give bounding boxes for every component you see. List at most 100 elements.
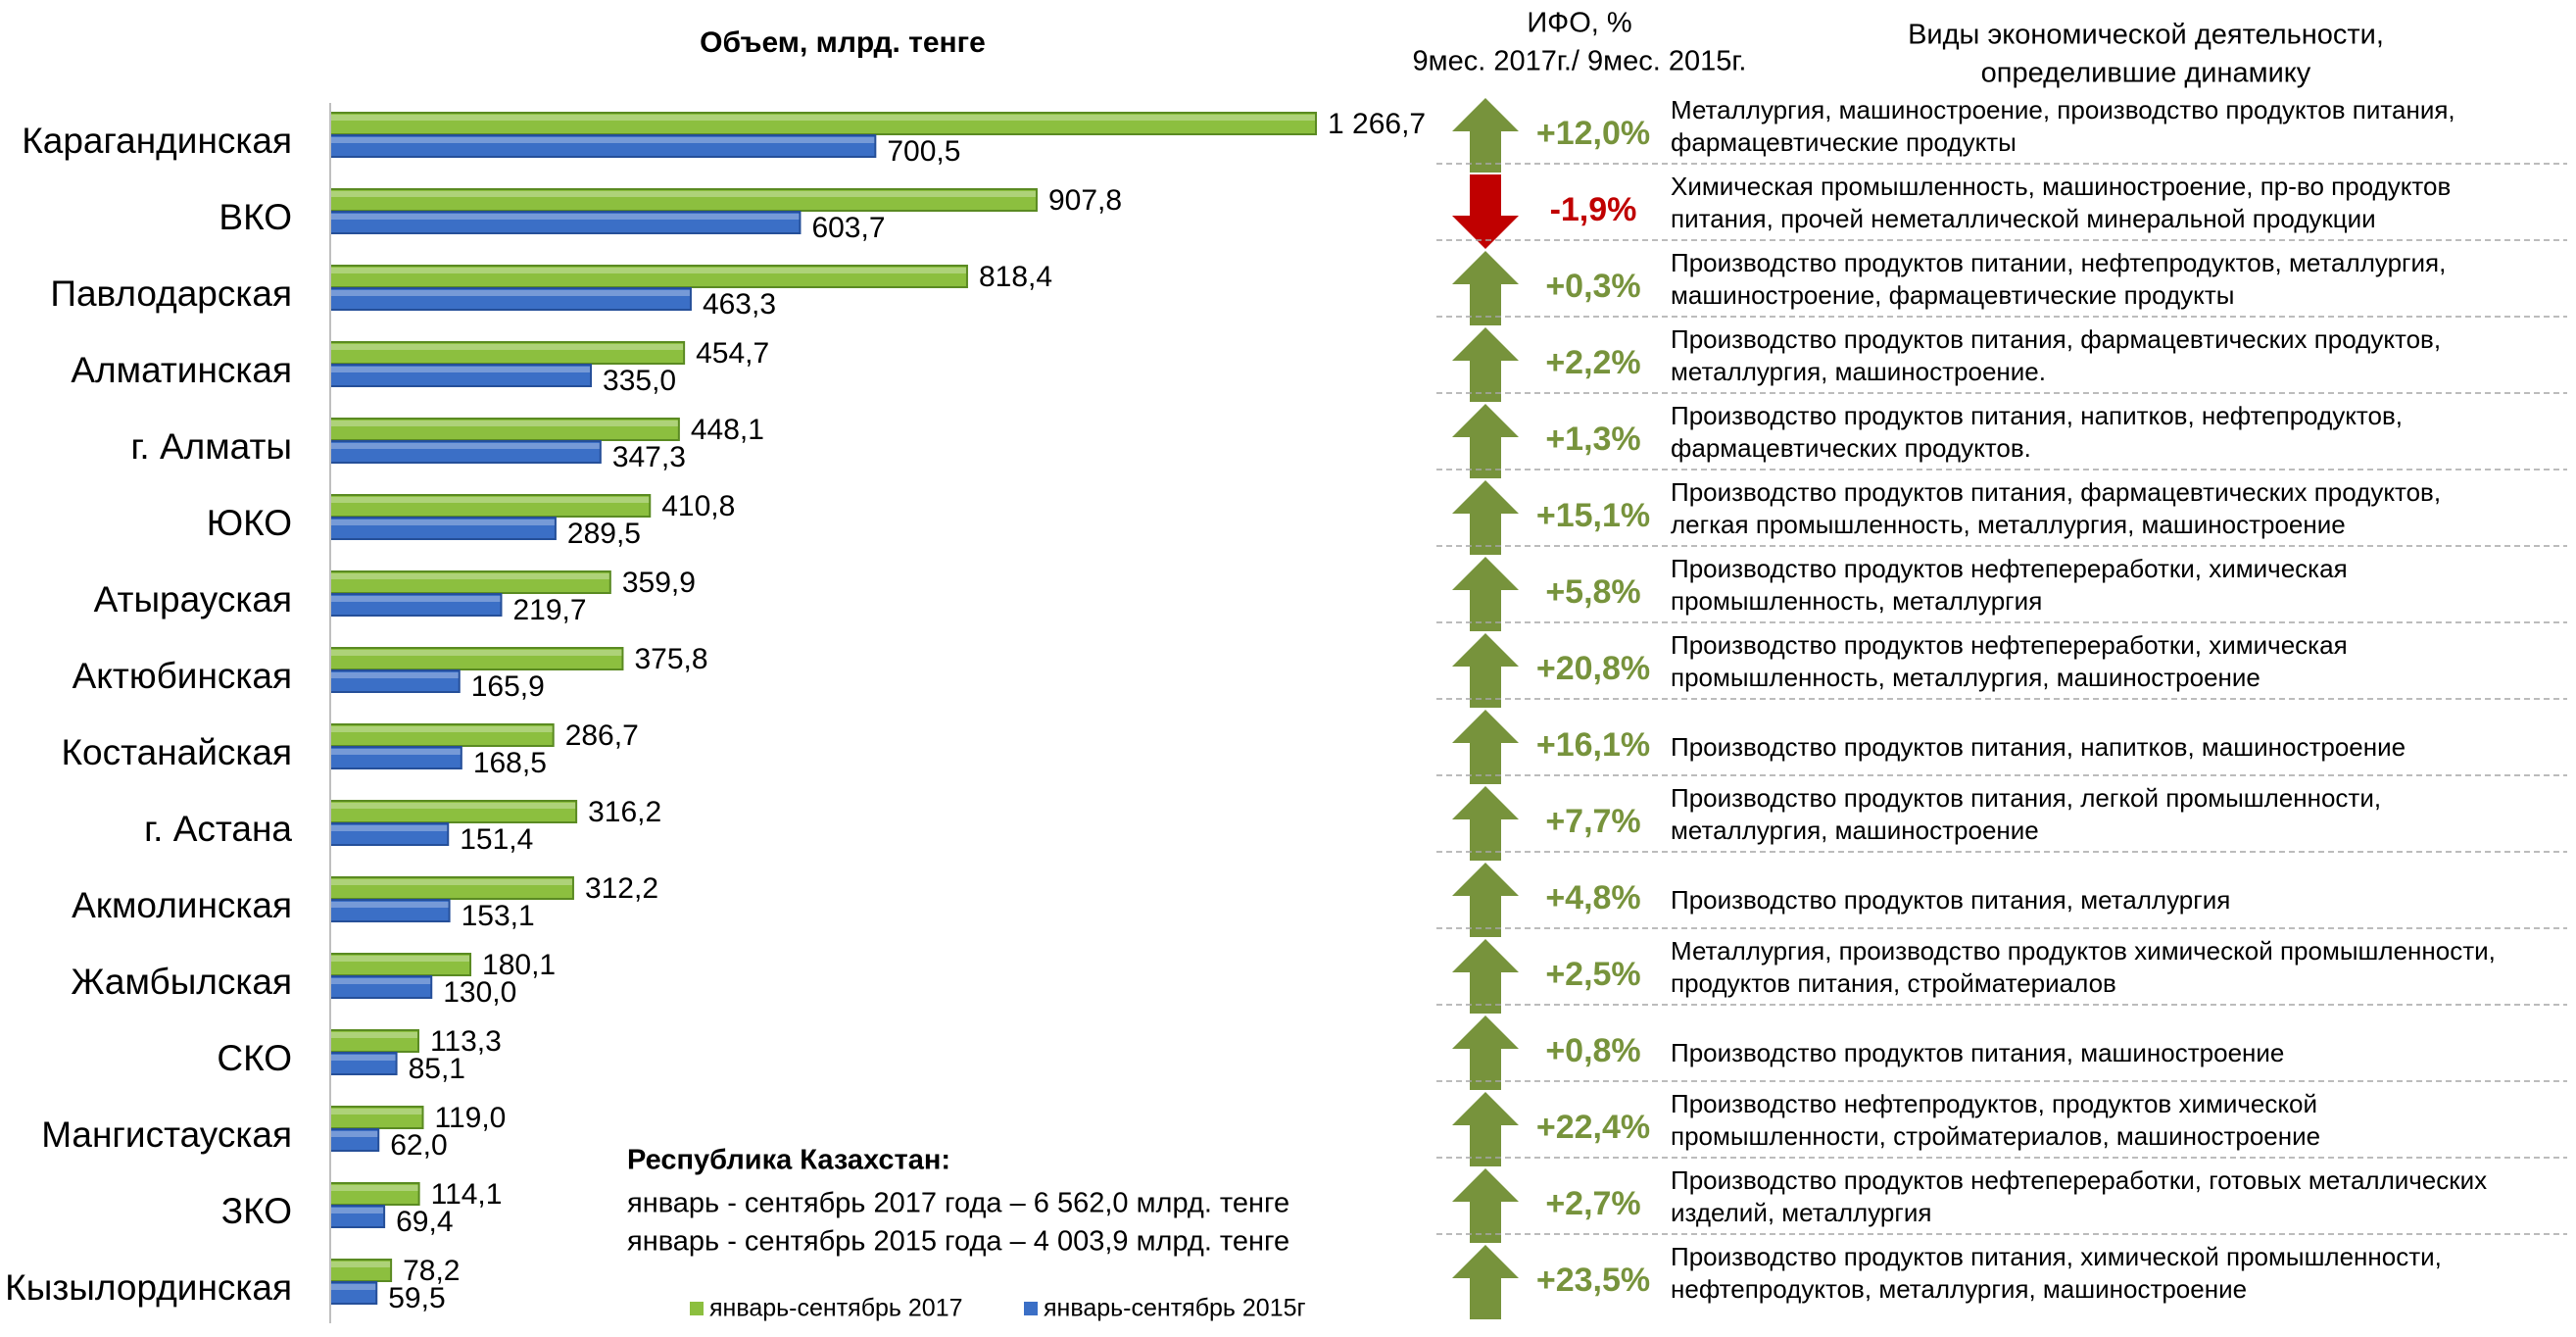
bar-highlight bbox=[331, 115, 1315, 121]
activity-text: Производство продуктов питания, машиност… bbox=[1671, 1038, 2284, 1067]
activities-title: определившие динамику bbox=[1981, 58, 2311, 89]
category-label: Жамбылская bbox=[71, 962, 292, 1002]
ifo-subtitle: 9мес. 2017г./ 9мес. 2015г. bbox=[1413, 46, 1747, 77]
ifo-arrow bbox=[1452, 863, 1519, 937]
bar-highlight bbox=[331, 573, 609, 579]
ifo-arrow bbox=[1452, 98, 1519, 173]
category-label: Кызылординская bbox=[5, 1267, 292, 1308]
ifo-label: +2,5% bbox=[1545, 956, 1640, 993]
activity-text: Производство продуктов питании, нефтепро… bbox=[1671, 248, 2446, 277]
ifo-label: +20,8% bbox=[1536, 650, 1650, 687]
annotation-line: январь - сентябрь 2015 года – 4 003,9 мл… bbox=[627, 1226, 1289, 1258]
ifo-label: +4,8% bbox=[1545, 879, 1640, 916]
bar-highlight bbox=[331, 672, 459, 678]
value-label: 700,5 bbox=[887, 135, 960, 168]
activity-text: Производство продуктов питания, легкой п… bbox=[1671, 783, 2381, 813]
legend-label: январь-сентябрь 2017 bbox=[709, 1295, 963, 1322]
value-label: 312,2 bbox=[585, 872, 658, 905]
value-label: 289,5 bbox=[567, 518, 641, 550]
activity-text: Металлургия, производство продуктов хими… bbox=[1671, 936, 2496, 966]
activity-text: Производство продуктов нефтепереработки,… bbox=[1671, 630, 2348, 660]
ifo-arrow bbox=[1452, 251, 1519, 325]
ifo-label: +2,7% bbox=[1545, 1185, 1640, 1222]
ifo-arrow bbox=[1452, 174, 1519, 249]
activity-text: Производство продуктов питания, фармацев… bbox=[1671, 324, 2441, 354]
value-label: 410,8 bbox=[661, 490, 735, 522]
annotation-title: Республика Казахстан: bbox=[627, 1145, 950, 1176]
bar-highlight bbox=[331, 290, 690, 296]
ifo-label: -1,9% bbox=[1550, 191, 1637, 228]
bar-highlight bbox=[331, 1185, 418, 1191]
activity-text: питания, прочей неметаллической минераль… bbox=[1671, 204, 2376, 233]
bar-highlight bbox=[331, 726, 553, 732]
value-label: 62,0 bbox=[390, 1129, 447, 1162]
category-label: Карагандинская bbox=[22, 121, 292, 161]
bar-highlight bbox=[331, 825, 448, 831]
ifo-arrow bbox=[1452, 1168, 1519, 1243]
ifo-arrow bbox=[1452, 1015, 1519, 1090]
category-label: Павлодарская bbox=[50, 273, 292, 314]
bar-highlight bbox=[331, 1208, 384, 1213]
chart-title: Объем, млрд. тенге bbox=[700, 26, 986, 59]
activity-text: Производство продуктов питания, напитков… bbox=[1671, 401, 2403, 430]
ifo-arrow bbox=[1452, 1245, 1519, 1319]
category-label: Алматинская bbox=[71, 350, 292, 390]
ifo-label: +1,3% bbox=[1545, 421, 1640, 458]
category-label: Атырауская bbox=[94, 579, 292, 619]
bar-highlight bbox=[331, 214, 800, 220]
bar-highlight bbox=[331, 596, 501, 602]
ifo-label: +12,0% bbox=[1536, 115, 1650, 152]
activity-text: машиностроение, фармацевтические продукт… bbox=[1671, 280, 2234, 310]
annotation-line: январь - сентябрь 2017 года – 6 562,0 мл… bbox=[627, 1188, 1289, 1219]
ifo-label: +23,5% bbox=[1536, 1262, 1650, 1299]
bar-highlight bbox=[331, 1032, 417, 1038]
bar-highlight bbox=[331, 879, 572, 885]
value-label: 168,5 bbox=[473, 747, 547, 779]
ifo-arrow bbox=[1452, 939, 1519, 1014]
ifo-label: +16,1% bbox=[1536, 726, 1650, 764]
bar-highlight bbox=[331, 344, 684, 350]
value-label: 818,4 bbox=[979, 261, 1052, 293]
ifo-label: +0,8% bbox=[1545, 1032, 1640, 1069]
bar-highlight bbox=[331, 803, 576, 809]
ifo-label: +5,8% bbox=[1545, 573, 1640, 611]
activity-text: Производство продуктов нефтепереработки,… bbox=[1671, 1165, 2487, 1195]
activity-text: Производство продуктов питания, металлур… bbox=[1671, 885, 2230, 915]
value-label: 603,7 bbox=[811, 212, 885, 244]
activity-text: Производство продуктов питания, напитков… bbox=[1671, 732, 2406, 762]
ifo-arrow bbox=[1452, 710, 1519, 784]
activity-text: Металлургия, машиностроение, производств… bbox=[1671, 95, 2455, 124]
value-label: 316,2 bbox=[588, 796, 661, 828]
bar-highlight bbox=[331, 1109, 422, 1114]
ifo-title: ИФО, % bbox=[1527, 8, 1631, 39]
bar-highlight bbox=[331, 1284, 376, 1290]
activity-text: Производство нефтепродуктов, продуктов х… bbox=[1671, 1089, 2317, 1118]
activity-text: легкая промышленность, металлургия, маши… bbox=[1671, 510, 2346, 539]
bar-highlight bbox=[331, 443, 600, 449]
activities-title: Виды экономической деятельности, bbox=[1908, 20, 2384, 51]
category-label: г. Алматы bbox=[130, 426, 292, 467]
ifo-arrow bbox=[1452, 327, 1519, 402]
activity-text: изделий, металлургия bbox=[1671, 1198, 1931, 1227]
value-label: 1 266,7 bbox=[1328, 108, 1426, 140]
activity-text: промышленности, стройматериалов, машинос… bbox=[1671, 1121, 2320, 1151]
bar-highlight bbox=[331, 497, 650, 503]
category-label: ЮКО bbox=[207, 503, 292, 543]
legend-swatch bbox=[690, 1302, 704, 1315]
bar-highlight bbox=[331, 367, 591, 372]
ifo-arrow bbox=[1452, 786, 1519, 861]
value-label: 286,7 bbox=[565, 719, 639, 752]
value-label: 59,5 bbox=[388, 1282, 445, 1314]
value-label: 85,1 bbox=[409, 1053, 465, 1085]
ifo-arrow bbox=[1452, 633, 1519, 708]
category-label: Костанайская bbox=[61, 732, 292, 772]
category-label: Актюбинская bbox=[73, 656, 292, 696]
ifo-label: +2,2% bbox=[1545, 344, 1640, 381]
value-label: 114,1 bbox=[431, 1178, 503, 1211]
bar-highlight bbox=[331, 520, 555, 525]
value-label: 180,1 bbox=[482, 949, 556, 981]
bar-highlight bbox=[331, 749, 461, 755]
value-label: 78,2 bbox=[403, 1255, 460, 1287]
activity-text: продуктов питания, стройматериалов bbox=[1671, 968, 2116, 998]
